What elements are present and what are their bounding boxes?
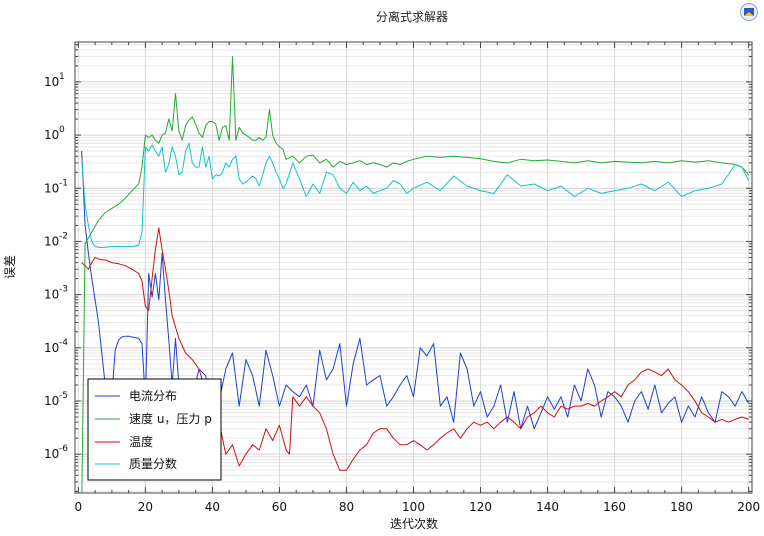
x-tick-label: 100 <box>402 500 425 514</box>
series-line <box>81 142 750 248</box>
y-tick-base: 10 <box>44 234 59 248</box>
legend-entry: 电流分布 <box>95 389 177 403</box>
y-tick-exponent: -3 <box>59 285 68 295</box>
app-logo-icon[interactable] <box>739 2 759 22</box>
y-tick-exponent: -5 <box>59 391 68 401</box>
x-tick-label: 20 <box>138 500 153 514</box>
x-tick-label: 160 <box>603 500 626 514</box>
y-tick-exponent: -6 <box>59 444 68 454</box>
y-tick-base: 10 <box>44 181 59 195</box>
y-tick-exponent: 1 <box>59 72 65 82</box>
y-tick-base: 10 <box>44 394 59 408</box>
y-tick-label: 10 0 <box>44 125 65 142</box>
legend: 电流分布 速度 u，压力 p 温度 质量分数 <box>87 378 222 481</box>
y-tick-label: 10 -6 <box>44 444 68 461</box>
y-tick-label: 10 -1 <box>44 178 68 195</box>
series-line <box>81 227 749 471</box>
y-tick-base: 10 <box>44 75 59 89</box>
x-tick-label: 80 <box>339 500 354 514</box>
legend-entry: 速度 u，压力 p <box>95 411 212 426</box>
y-axis-label: 误差 <box>3 255 17 279</box>
legend-label: 质量分数 <box>129 456 177 471</box>
y-tick-label: 10 -4 <box>44 338 68 355</box>
x-axis-label: 迭代次数 <box>390 516 438 531</box>
x-tick-label: 120 <box>469 500 492 514</box>
x-tick-label: 0 <box>75 500 83 514</box>
legend-entry: 质量分数 <box>95 456 177 471</box>
legend-label: 电流分布 <box>129 389 177 403</box>
x-tick-label: 180 <box>670 500 693 514</box>
x-tick-label: 60 <box>272 500 287 514</box>
x-tick-label: 40 <box>205 500 220 514</box>
legend-label: 速度 u，压力 p <box>129 411 212 426</box>
y-tick-exponent: -1 <box>59 178 68 188</box>
y-tick-base: 10 <box>44 447 59 461</box>
y-tick-exponent: 0 <box>59 125 65 135</box>
y-tick-base: 10 <box>44 288 59 302</box>
y-tick-exponent: -4 <box>59 338 68 348</box>
y-tick-exponent: -2 <box>59 231 68 241</box>
y-tick-base: 10 <box>44 341 59 355</box>
y-tick-base: 10 <box>44 128 59 142</box>
legend-label: 温度 <box>129 434 153 449</box>
x-tick-labels: 0 20 40 60 80 100 120 140 160 180 200 <box>75 500 761 514</box>
y-tick-label: 10 1 <box>44 72 65 89</box>
legend-entry: 温度 <box>95 434 153 449</box>
y-tick-label: 10 -5 <box>44 391 68 408</box>
axis-ticks <box>75 42 752 493</box>
y-tick-label: 10 -3 <box>44 285 68 302</box>
chart-title: 分离式求解器 <box>376 9 448 24</box>
series-line <box>81 56 749 493</box>
x-tick-label: 200 <box>737 500 760 514</box>
y-tick-label: 10 -2 <box>44 231 68 248</box>
x-tick-label: 140 <box>536 500 559 514</box>
